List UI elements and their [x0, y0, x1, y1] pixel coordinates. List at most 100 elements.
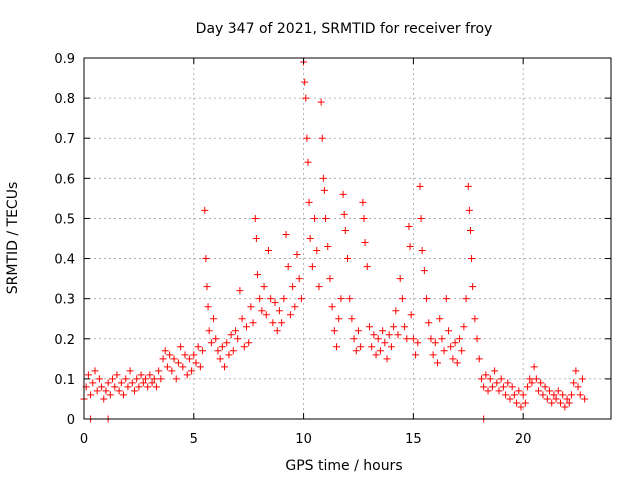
data-point: [122, 375, 130, 383]
data-point: [340, 210, 348, 218]
data-point: [311, 214, 319, 222]
y-tick-label: 0.1: [54, 373, 75, 388]
x-tick-label: 10: [295, 432, 312, 447]
data-point: [477, 375, 485, 383]
data-point: [190, 351, 198, 359]
data-point: [464, 182, 472, 190]
data-point: [337, 295, 345, 303]
data-point: [102, 387, 110, 395]
data-point: [84, 371, 92, 379]
data-point: [352, 347, 360, 355]
data-point: [203, 283, 211, 291]
data-point: [295, 275, 303, 283]
data-point: [183, 371, 191, 379]
data-point: [249, 319, 257, 327]
data-point: [170, 355, 178, 363]
data-point: [401, 323, 409, 331]
data-point: [372, 351, 380, 359]
data-point: [475, 355, 483, 363]
data-point: [406, 243, 414, 251]
data-point: [260, 283, 268, 291]
data-point: [572, 367, 580, 375]
data-point: [357, 343, 365, 351]
data-point: [159, 355, 167, 363]
data-point: [216, 355, 224, 363]
data-point: [466, 226, 474, 234]
x-tick-label: 15: [405, 432, 422, 447]
data-point: [535, 387, 543, 395]
data-point: [297, 295, 305, 303]
data-point: [302, 94, 310, 102]
data-point: [93, 387, 101, 395]
data-point: [394, 331, 402, 339]
data-point: [405, 222, 413, 230]
data-point: [517, 403, 525, 411]
data-point: [109, 375, 117, 383]
data-point: [326, 275, 334, 283]
data-point: [361, 239, 369, 247]
data-point: [359, 198, 367, 206]
data-point: [202, 255, 210, 263]
data-point: [100, 395, 108, 403]
data-point: [453, 359, 461, 367]
data-point: [455, 335, 463, 343]
data-point: [303, 134, 311, 142]
data-point: [521, 399, 529, 407]
data-point: [124, 383, 132, 391]
data-point: [344, 255, 351, 263]
data-point: [258, 307, 266, 315]
data-point: [227, 331, 235, 339]
data-point: [278, 319, 286, 327]
data-point: [271, 299, 279, 307]
data-point: [412, 351, 420, 359]
data-point: [565, 399, 573, 407]
data-point: [139, 379, 147, 387]
y-tick-label: 0.9: [54, 52, 75, 67]
data-point: [543, 395, 551, 403]
data-point: [141, 375, 149, 383]
data-point: [554, 387, 562, 395]
data-point: [541, 383, 549, 391]
data-point: [229, 347, 237, 355]
data-point: [392, 307, 400, 315]
data-point: [234, 335, 242, 343]
data-points: [80, 58, 589, 423]
data-point: [126, 367, 134, 375]
data-point: [313, 247, 321, 255]
data-point: [429, 351, 437, 359]
data-point: [434, 359, 442, 367]
data-point: [148, 379, 156, 387]
data-point: [416, 182, 424, 190]
axis-ticks: 0 0.1 0.2 0.3 0.4 0.5 0.6 0.7 0.8 0.9 0 5 10 15 20: [54, 52, 611, 447]
data-point: [436, 315, 444, 323]
data-point: [335, 315, 343, 323]
data-point: [532, 375, 540, 383]
data-point: [333, 343, 341, 351]
data-point: [301, 78, 309, 86]
x-tick-label: 20: [515, 432, 532, 447]
data-point: [214, 347, 222, 355]
data-point: [563, 395, 571, 403]
data-point: [181, 351, 189, 359]
data-point: [502, 391, 510, 399]
data-point: [458, 347, 466, 355]
data-point: [194, 343, 202, 351]
data-point: [381, 339, 389, 347]
data-point: [376, 347, 384, 355]
data-point: [546, 387, 554, 395]
data-point: [539, 391, 547, 399]
data-point: [293, 251, 301, 259]
data-point: [328, 303, 336, 311]
data-point: [210, 315, 218, 323]
data-point: [320, 186, 328, 194]
data-point: [440, 347, 448, 355]
y-tick-label: 0.2: [54, 333, 75, 348]
data-point: [370, 331, 378, 339]
data-point: [374, 335, 382, 343]
data-point: [242, 323, 250, 331]
data-point: [445, 327, 453, 335]
data-point: [291, 303, 299, 311]
data-point: [398, 295, 406, 303]
data-point: [449, 355, 457, 363]
data-point: [471, 315, 479, 323]
